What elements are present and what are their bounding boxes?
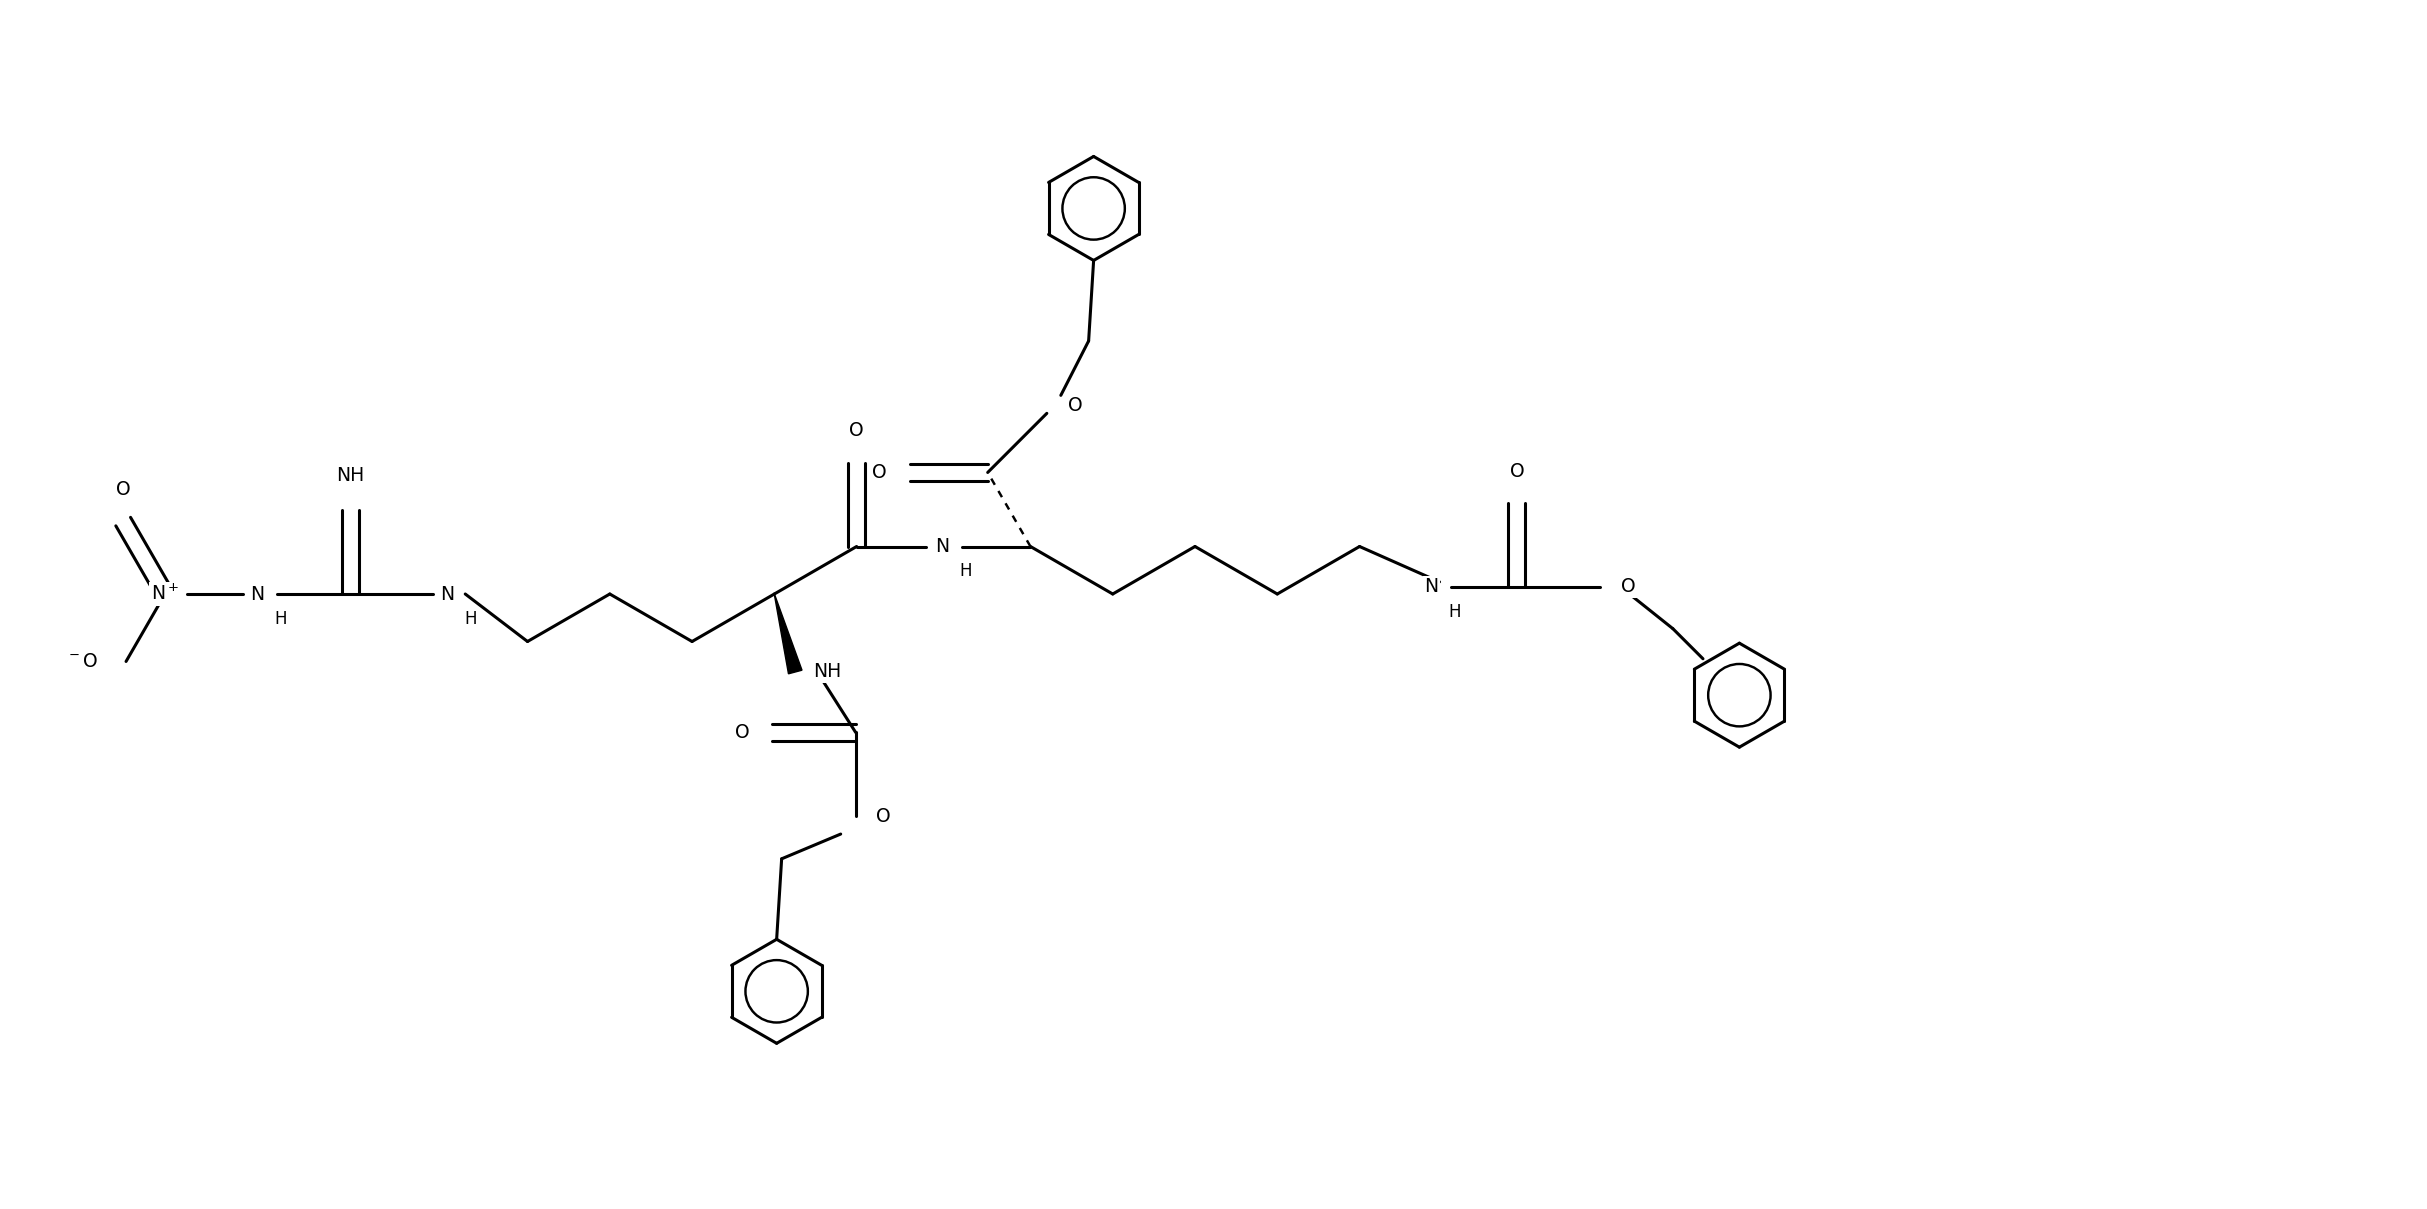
Polygon shape — [774, 594, 801, 673]
Text: N: N — [250, 584, 265, 603]
Text: NH: NH — [813, 663, 842, 682]
Text: O: O — [1068, 395, 1082, 415]
Text: H: H — [959, 562, 971, 580]
Text: H: H — [1449, 603, 1461, 621]
Text: N: N — [1425, 578, 1439, 596]
Text: NH: NH — [335, 465, 364, 485]
Text: O: O — [1510, 462, 1524, 481]
Text: N: N — [439, 584, 454, 603]
Text: N$^+$: N$^+$ — [150, 584, 180, 604]
Text: $^-$O: $^-$O — [66, 652, 97, 671]
Text: O: O — [849, 422, 864, 440]
Text: H: H — [464, 611, 476, 627]
Text: O: O — [735, 723, 750, 742]
Text: O: O — [871, 463, 888, 482]
Text: O: O — [1621, 578, 1636, 596]
Text: H: H — [274, 611, 286, 627]
Text: N: N — [934, 537, 949, 556]
Text: O: O — [116, 480, 131, 499]
Text: O: O — [876, 806, 891, 826]
